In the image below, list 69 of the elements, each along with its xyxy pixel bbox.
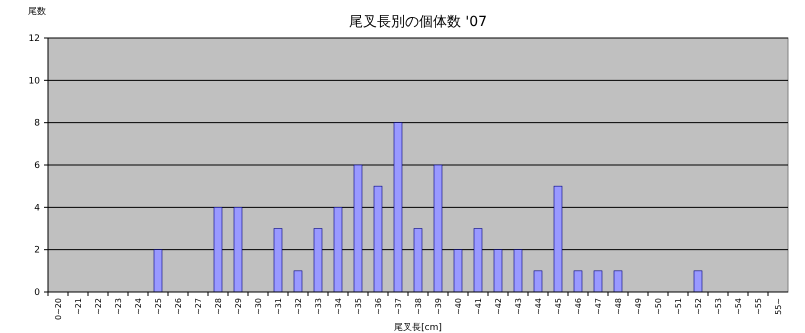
x-tick-label: ~55 xyxy=(754,298,763,315)
x-tick-label: ~21 xyxy=(74,298,83,315)
bar xyxy=(434,164,442,292)
bar xyxy=(594,270,602,292)
x-tick-label: ~34 xyxy=(334,298,343,315)
x-tick-label: ~35 xyxy=(354,298,363,315)
x-tick-label: ~52 xyxy=(694,298,703,315)
x-tick-label: ~47 xyxy=(594,298,603,315)
bar xyxy=(414,228,422,292)
y-tick-label: 10 xyxy=(28,76,40,86)
bar xyxy=(214,207,222,292)
bar xyxy=(694,270,702,292)
x-tick-label: ~44 xyxy=(534,298,543,315)
x-tick-label: ~37 xyxy=(394,298,403,315)
x-tick-label: ~51 xyxy=(674,298,683,315)
x-axis-title: 尾叉長[cm] xyxy=(394,322,442,333)
x-tick-label: ~50 xyxy=(654,298,663,315)
x-tick-label: ~46 xyxy=(574,298,583,315)
bar xyxy=(314,228,322,292)
x-tick-label: ~49 xyxy=(634,298,643,315)
x-tick-label: ~45 xyxy=(554,298,563,315)
bar xyxy=(374,186,382,292)
x-tick-label: ~22 xyxy=(94,298,103,315)
x-tick-label: ~38 xyxy=(414,298,423,315)
x-tick-label: ~29 xyxy=(234,298,243,315)
x-tick-label: ~26 xyxy=(174,298,183,315)
x-tick-label: 55~ xyxy=(774,298,783,315)
bar xyxy=(274,228,282,292)
x-tick-label: ~32 xyxy=(294,298,303,315)
x-tick-label: ~40 xyxy=(454,298,463,315)
y-tick-label: 2 xyxy=(34,246,40,256)
y-axis-title: 尾数 xyxy=(28,6,46,17)
y-tick-label: 8 xyxy=(34,118,40,129)
y-tick-label: 4 xyxy=(34,203,40,214)
x-tick-label: ~25 xyxy=(154,298,163,315)
y-tick-label: 6 xyxy=(34,161,40,171)
bar xyxy=(394,122,402,292)
bar xyxy=(554,186,562,292)
bar xyxy=(534,270,542,292)
x-tick-label: ~24 xyxy=(134,298,143,315)
bar xyxy=(294,270,302,292)
x-tick-label: ~28 xyxy=(214,298,223,315)
x-tick-label: ~36 xyxy=(374,298,383,315)
x-tick-label: ~31 xyxy=(274,298,283,315)
x-tick-label: ~53 xyxy=(714,298,723,315)
x-tick-label: ~54 xyxy=(734,298,743,315)
y-tick-label: 0 xyxy=(34,288,40,298)
bar xyxy=(614,270,622,292)
y-tick-label: 12 xyxy=(28,34,40,44)
x-tick-label: ~23 xyxy=(114,298,123,315)
x-tick-label: ~33 xyxy=(314,298,323,315)
x-tick-label: ~42 xyxy=(494,298,503,315)
bar xyxy=(354,164,362,292)
bar xyxy=(514,249,522,292)
bar xyxy=(334,207,342,292)
x-tick-label: ~27 xyxy=(194,298,203,315)
x-tick-label: ~41 xyxy=(474,298,483,315)
bar xyxy=(494,249,502,292)
x-tick-label: ~48 xyxy=(614,298,623,315)
bar xyxy=(574,270,582,292)
x-tick-label: ~30 xyxy=(254,298,263,315)
chart-title: 尾叉長別の個体数 '07 xyxy=(348,14,488,30)
bar xyxy=(454,249,462,292)
bar xyxy=(234,207,242,292)
x-tick-label: ~39 xyxy=(434,298,443,315)
x-tick-label: ~43 xyxy=(514,298,523,315)
bar xyxy=(474,228,482,292)
x-tick-label: 0~20 xyxy=(54,298,63,320)
bar xyxy=(154,249,162,292)
